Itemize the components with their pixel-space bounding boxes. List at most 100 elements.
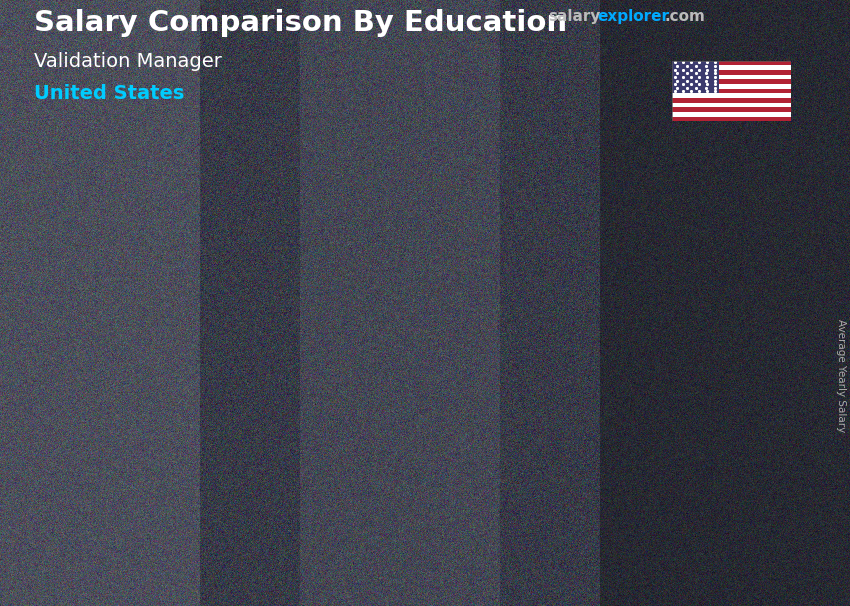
Bar <box>608 450 677 455</box>
Bar <box>608 534 677 539</box>
Bar <box>513 492 524 496</box>
Bar <box>513 411 524 415</box>
Bar <box>444 400 513 404</box>
Bar <box>115 553 184 555</box>
Bar <box>115 459 184 462</box>
Bar <box>348 464 360 467</box>
Bar <box>513 392 524 396</box>
Bar <box>608 515 677 521</box>
Bar <box>348 399 360 402</box>
Bar <box>677 353 688 358</box>
Polygon shape <box>115 414 196 420</box>
Bar <box>513 484 524 488</box>
Bar <box>184 426 196 428</box>
Bar <box>279 502 348 505</box>
Bar <box>513 408 524 411</box>
Bar <box>677 530 688 534</box>
Bar <box>184 478 196 481</box>
Bar <box>677 371 688 376</box>
Bar <box>184 469 196 471</box>
Bar <box>115 469 184 471</box>
Bar <box>677 413 688 418</box>
Bar <box>444 335 513 339</box>
Bar <box>115 467 184 469</box>
Bar <box>608 487 677 492</box>
Bar <box>279 486 348 489</box>
Bar <box>348 415 360 418</box>
Bar <box>184 528 196 531</box>
Bar <box>608 320 677 325</box>
Bar <box>115 476 184 479</box>
Bar <box>348 453 360 456</box>
Bar <box>608 306 677 311</box>
Bar <box>184 464 196 467</box>
Bar <box>608 315 677 320</box>
Bar <box>608 348 677 353</box>
Bar <box>513 553 524 558</box>
Bar <box>115 452 184 454</box>
Bar <box>184 522 196 524</box>
Bar <box>677 367 688 371</box>
Bar <box>444 450 513 454</box>
Bar <box>672 98 790 102</box>
Bar <box>184 548 196 550</box>
Bar <box>279 437 348 440</box>
Bar <box>279 418 348 421</box>
Bar <box>348 448 360 451</box>
Bar <box>677 338 688 344</box>
Polygon shape <box>444 327 524 333</box>
Bar <box>672 61 790 65</box>
Bar <box>513 534 524 538</box>
Bar <box>348 393 360 396</box>
Bar <box>184 416 196 419</box>
Bar <box>348 424 360 426</box>
Bar <box>115 500 184 502</box>
Text: 104,000 USD: 104,000 USD <box>269 371 370 385</box>
Bar <box>184 445 196 447</box>
Bar <box>279 456 348 459</box>
Bar <box>115 447 184 450</box>
Bar <box>677 436 688 441</box>
Bar <box>184 500 196 502</box>
Bar <box>608 408 677 413</box>
Bar <box>184 536 196 538</box>
Bar <box>608 506 677 511</box>
Bar <box>348 459 360 462</box>
Bar <box>279 451 348 453</box>
Bar <box>444 392 513 396</box>
Bar <box>677 296 688 301</box>
Bar <box>279 421 348 424</box>
Text: Average Yearly Salary: Average Yearly Salary <box>836 319 846 432</box>
Bar <box>444 361 513 365</box>
Bar <box>444 342 513 346</box>
Bar <box>672 93 790 98</box>
Bar <box>115 519 184 522</box>
Bar <box>513 519 524 523</box>
Bar <box>444 477 513 481</box>
Bar <box>513 350 524 354</box>
Bar <box>115 517 184 519</box>
Bar <box>184 498 196 500</box>
Bar <box>184 507 196 510</box>
Bar <box>184 476 196 479</box>
Bar <box>115 507 184 510</box>
Bar <box>279 514 348 516</box>
Bar <box>677 487 688 492</box>
Bar <box>677 357 688 362</box>
Bar <box>608 413 677 418</box>
Bar <box>115 442 184 445</box>
Bar <box>115 502 184 505</box>
Bar <box>115 471 184 474</box>
Bar <box>677 282 688 287</box>
Bar <box>608 395 677 399</box>
Bar <box>279 429 348 431</box>
Bar <box>348 475 360 478</box>
Bar <box>348 525 360 527</box>
Bar <box>608 418 677 422</box>
Bar <box>348 435 360 437</box>
Bar <box>348 412 360 415</box>
Bar <box>115 512 184 514</box>
Bar <box>279 525 348 527</box>
Bar <box>348 401 360 404</box>
Bar <box>184 545 196 548</box>
